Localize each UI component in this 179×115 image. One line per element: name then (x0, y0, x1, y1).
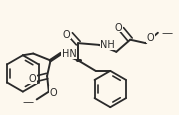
Text: O: O (62, 29, 70, 39)
Text: —: — (161, 28, 172, 38)
Text: HN: HN (62, 49, 77, 59)
Text: O: O (114, 23, 122, 32)
Text: O: O (147, 32, 154, 42)
Text: NH: NH (100, 40, 115, 50)
Text: —: — (22, 96, 33, 106)
Text: O: O (29, 73, 36, 83)
Text: O: O (50, 87, 57, 97)
